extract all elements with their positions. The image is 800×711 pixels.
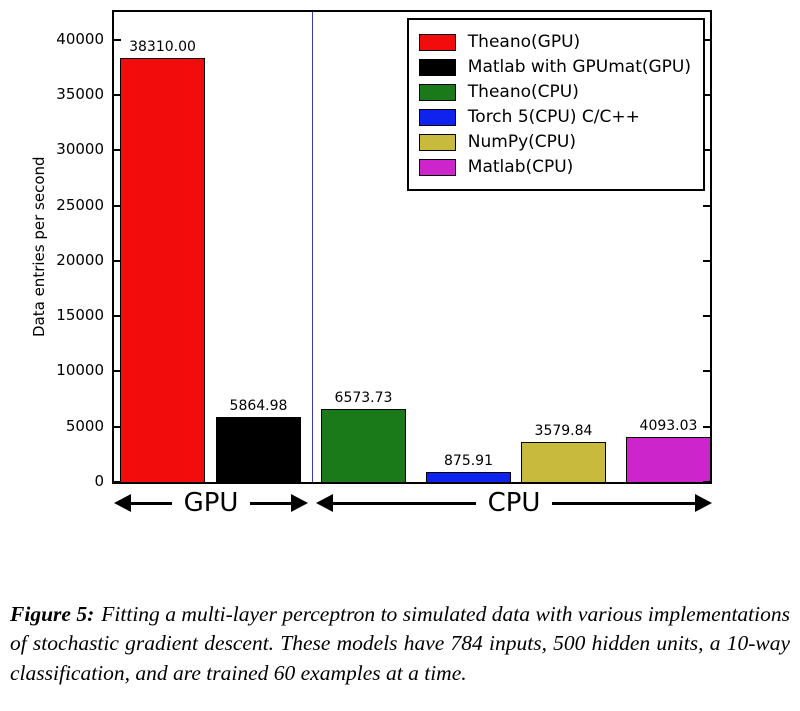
y-tick-label: 5000 <box>65 416 104 435</box>
legend-item: Torch 5(CPU) C/C++ <box>418 107 691 127</box>
legend-item: Theano(CPU) <box>418 82 691 102</box>
plot-area: Theano(GPU) Matlab with GPUmat(GPU) Theano… <box>112 10 712 484</box>
y-tick-label: 25000 <box>56 195 104 214</box>
legend-items: Theano(GPU) Matlab with GPUmat(GPU) Theano… <box>418 32 691 177</box>
gpu-cpu-divider-line <box>312 12 313 482</box>
y-tick-mark <box>114 149 121 152</box>
y-tick-mark <box>703 149 710 152</box>
bar-value-label: 875.91 <box>444 453 493 469</box>
legend-item: NumPy(CPU) <box>418 132 691 152</box>
bar-numpy-cpu <box>521 442 606 482</box>
y-tick-label: 20000 <box>56 250 104 269</box>
bar-matlab-cpu <box>626 437 711 482</box>
y-tick-label: 10000 <box>56 361 104 380</box>
arrow-line <box>333 501 476 505</box>
legend-swatch-icon <box>418 58 456 76</box>
arrow-right-icon <box>695 494 712 512</box>
y-tick-label: 40000 <box>56 29 104 48</box>
bar-value-label: 4093.03 <box>639 418 698 434</box>
cpu-axis-group-arrow: CPU <box>316 486 712 520</box>
y-tick-mark <box>114 93 121 96</box>
arrow-line <box>131 501 172 505</box>
y-tick-mark <box>114 481 121 483</box>
legend-label: Matlab(CPU) <box>467 157 574 177</box>
legend-swatch-icon <box>418 133 456 151</box>
arrow-left-icon <box>114 494 131 512</box>
y-tick-label: 0 <box>94 472 104 490</box>
legend-swatch-icon <box>418 33 456 51</box>
legend-label: Theano(GPU) <box>467 32 581 52</box>
gpu-axis-group-arrow: GPU <box>114 486 309 520</box>
y-tick-mark <box>703 204 710 207</box>
bar-chart: Data entries per second Theano(GPU) Matla… <box>30 10 712 520</box>
bar-theano-gpu <box>120 58 205 482</box>
bar-value-label: 5864.98 <box>229 398 288 414</box>
y-tick-mark <box>114 370 121 373</box>
y-tick-mark <box>703 425 710 428</box>
arrow-line <box>250 501 292 505</box>
legend-item: Matlab with GPUmat(GPU) <box>418 57 691 77</box>
bar-theano-cpu <box>321 409 406 482</box>
y-tick-mark <box>114 259 121 262</box>
y-tick-mark <box>114 204 121 207</box>
bar-value-label: 38310.00 <box>129 39 196 55</box>
y-tick-mark <box>703 259 710 262</box>
legend-label: NumPy(CPU) <box>467 132 576 152</box>
legend-item: Matlab(CPU) <box>418 157 691 177</box>
y-tick-mark <box>703 315 710 318</box>
y-tick-mark <box>703 93 710 96</box>
legend: Theano(GPU) Matlab with GPUmat(GPU) Theano… <box>406 18 705 191</box>
figure-caption-text: Fitting a multi-layer perceptron to simu… <box>10 601 790 685</box>
y-axis-label: Data entries per second <box>30 156 48 338</box>
bar-matlab-with-gpumat-gpu <box>216 417 301 482</box>
y-tick-mark <box>114 38 121 41</box>
legend-swatch-icon <box>418 158 456 176</box>
figure-caption: Figure 5: Fitting a multi-layer perceptro… <box>10 600 790 689</box>
cpu-group-label: CPU <box>487 488 541 518</box>
bar-value-label: 6573.73 <box>334 390 393 406</box>
arrow-line <box>552 501 695 505</box>
y-tick-label: 30000 <box>56 140 104 159</box>
legend-item: Theano(GPU) <box>418 32 691 52</box>
legend-swatch-icon <box>418 83 456 101</box>
bar-torch-5-cpu-c-c <box>426 472 511 482</box>
legend-swatch-icon <box>418 108 456 126</box>
arrow-left-icon <box>316 494 333 512</box>
y-tick-label: 15000 <box>56 306 104 325</box>
y-tick-mark <box>703 481 710 483</box>
y-tick-mark <box>114 315 121 318</box>
legend-label: Theano(CPU) <box>467 82 579 102</box>
arrow-right-icon <box>291 494 309 512</box>
legend-label: Torch 5(CPU) C/C++ <box>467 107 640 127</box>
figure-caption-label: Figure 5: <box>10 601 95 626</box>
y-tick-mark <box>703 38 710 41</box>
gpu-group-label: GPU <box>183 488 239 518</box>
y-tick-label: 35000 <box>56 84 104 103</box>
y-tick-mark <box>114 425 121 428</box>
y-tick-mark <box>703 370 710 373</box>
legend-label: Matlab with GPUmat(GPU) <box>467 57 691 77</box>
bar-value-label: 3579.84 <box>534 423 593 439</box>
